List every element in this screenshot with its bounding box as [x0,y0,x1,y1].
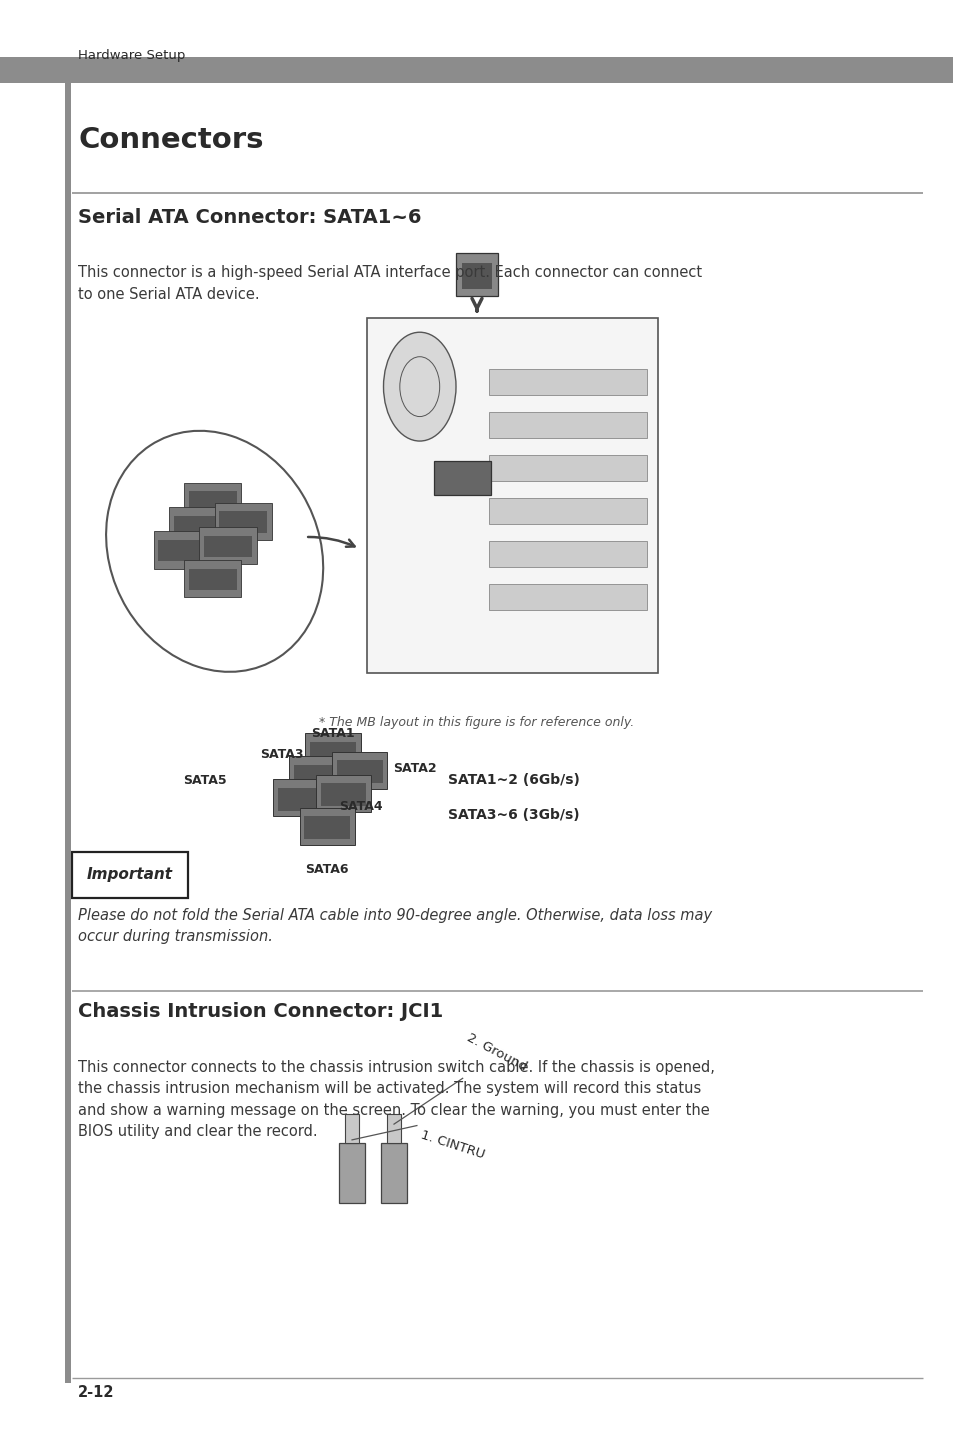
Text: Connectors: Connectors [78,126,263,155]
Text: Hardware Setup: Hardware Setup [78,49,186,62]
Text: SATA3~6 (3Gb/s): SATA3~6 (3Gb/s) [448,808,579,822]
Bar [338,1143,365,1203]
Text: Important: Important [87,868,172,882]
Circle shape [383,332,456,441]
Bar [294,765,339,788]
Bar [489,455,646,481]
Text: 2-12: 2-12 [78,1385,114,1399]
Text: SATA5: SATA5 [183,773,227,788]
Bar [345,1114,358,1143]
Bar [489,584,646,610]
Bar [489,541,646,567]
Bar [65,83,71,1383]
Bar [273,779,328,816]
Bar [189,569,236,590]
Bar [461,263,492,289]
Text: Serial ATA Connector: SATA1~6: Serial ATA Connector: SATA1~6 [78,208,421,226]
Bar [153,531,211,569]
Text: SATA1: SATA1 [311,726,355,740]
Text: Please do not fold the Serial ATA cable into 90-degree angle. Otherwise, data lo: Please do not fold the Serial ATA cable … [78,908,712,945]
Bar [367,318,658,673]
Bar [336,760,382,783]
Bar [310,742,355,765]
Bar [158,540,206,561]
Bar [277,788,323,811]
Text: SATA2: SATA2 [393,762,436,776]
Bar [456,253,497,296]
Bar [169,507,226,544]
Bar [184,483,241,520]
Text: This connector connects to the chassis intrusion switch cable. If the chassis is: This connector connects to the chassis i… [78,1060,715,1140]
Bar [184,560,241,597]
Bar [189,491,236,513]
Bar [332,752,387,789]
Text: SATA6: SATA6 [305,862,349,876]
Bar [219,511,267,533]
Text: 2. Ground: 2. Ground [464,1031,528,1074]
Text: SATA1~2 (6Gb/s): SATA1~2 (6Gb/s) [448,773,579,788]
Text: Chassis Intrusion Connector: JCI1: Chassis Intrusion Connector: JCI1 [78,1002,443,1021]
Text: SATA3: SATA3 [259,748,303,762]
Bar [214,503,272,540]
Bar [315,775,371,812]
Bar [489,498,646,524]
Bar [387,1114,400,1143]
FancyBboxPatch shape [71,852,188,898]
Text: This connector is a high-speed Serial ATA interface port. Each connector can con: This connector is a high-speed Serial AT… [78,265,701,302]
Text: * The MB layout in this figure is for reference only.: * The MB layout in this figure is for re… [319,716,634,729]
Text: SATA4: SATA4 [338,799,382,813]
Bar [305,733,360,770]
Bar [489,412,646,438]
Bar [0,57,953,83]
Bar [173,516,221,537]
Text: 1. CINTRU: 1. CINTRU [418,1128,486,1161]
Bar [434,461,491,495]
Bar [489,369,646,395]
Bar [380,1143,407,1203]
Bar [299,808,355,845]
Bar [304,816,350,839]
Bar [199,527,256,564]
Bar [204,536,252,557]
Bar [289,756,344,793]
Bar [320,783,366,806]
